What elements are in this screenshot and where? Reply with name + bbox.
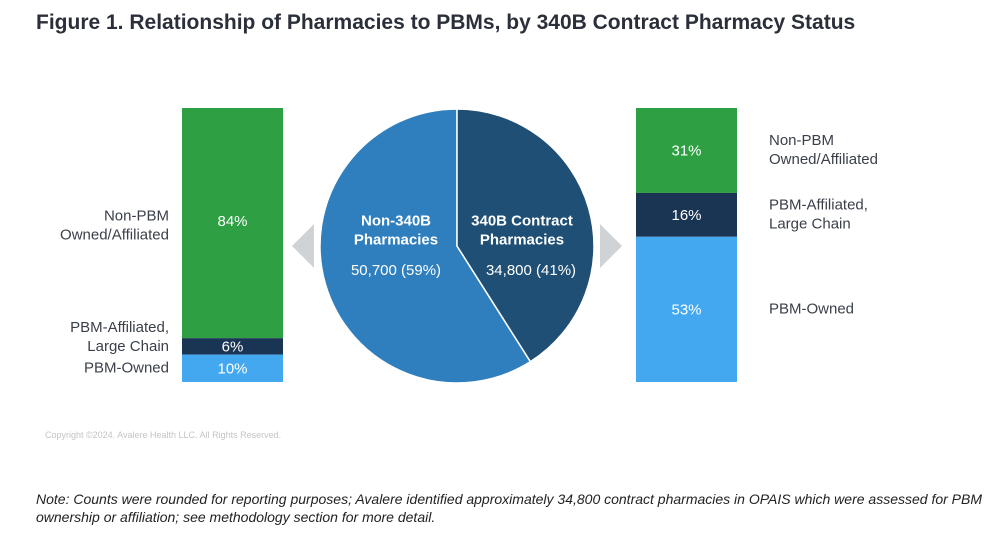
bar-0-category-label-2: PBM-Owned [84,359,169,376]
pie-label-340b: 340B Contract Pharmacies [471,213,573,249]
bar-0-value-label-0: 84% [217,213,247,230]
footnote: Note: Counts were rounded for reporting … [36,491,983,525]
bar-1-segment-1 [636,192,737,237]
arrow-right-icon [600,224,622,268]
bar-1-segment-2 [636,236,737,382]
page-title: Figure 1. Relationship of Pharmacies to … [36,11,856,34]
bar-0-value-label-2: 10% [217,360,247,377]
bar-0-segment-2 [182,354,283,382]
pie-slice-340b [456,108,595,363]
bar-1-category-label-0: Non-PBM Owned/Affiliated [769,132,878,168]
pie-label-non-340b: Non-340B Pharmacies [354,213,438,249]
arrow-left-icon [292,224,314,268]
bar-1-value-label-2: 53% [671,301,701,318]
copyright-text: Copyright ©2024. Avalere Health LLC. All… [45,430,282,440]
bar-0-segment-1 [182,338,283,355]
bar-1-value-label-1: 16% [671,207,701,224]
pie-count-340b: 34,800 (41%) [486,262,576,279]
bar-0-segment-0 [182,108,283,339]
bar-0-category-label-1: PBM-Affiliated, Large Chain [70,319,169,355]
pie-slice-non-340b [319,108,532,384]
bar-1-value-label-0: 31% [671,142,701,159]
bar-1-category-label-2: PBM-Owned [769,300,854,317]
pie-count-non-340b: 50,700 (59%) [351,262,441,279]
bar-1-segment-0 [636,108,737,193]
bar-0-category-label-0: Non-PBM Owned/Affiliated [60,208,169,244]
bar-0-value-label-1: 6% [222,338,244,355]
bar-1-category-label-1: PBM-Affiliated, Large Chain [769,196,868,232]
